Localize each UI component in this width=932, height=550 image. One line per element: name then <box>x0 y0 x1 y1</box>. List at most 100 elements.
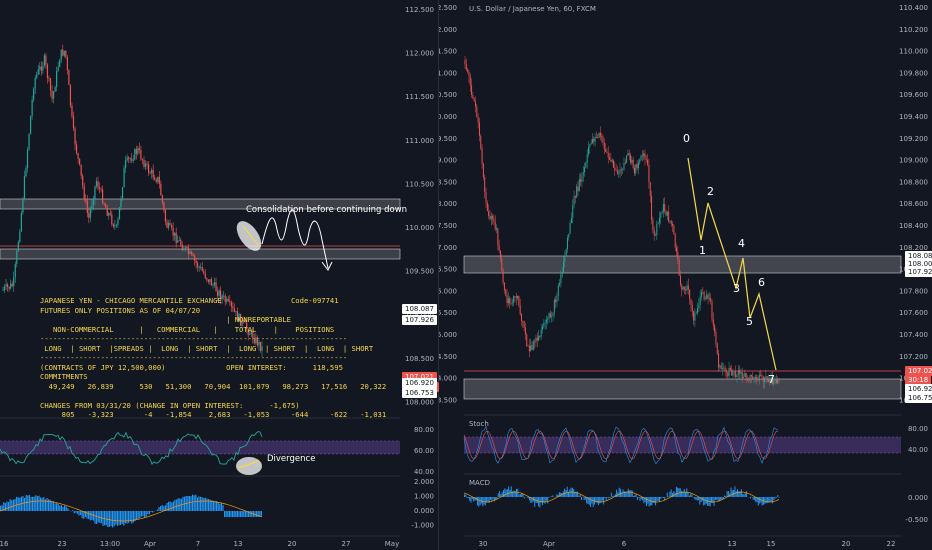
price-axis-label: 107.400 <box>899 331 928 339</box>
candle-body <box>662 203 664 213</box>
candle-body <box>517 295 519 299</box>
candle-body <box>221 296 223 300</box>
macd-bar <box>759 497 761 504</box>
candle-body <box>714 325 716 333</box>
consolidation-marker <box>236 221 262 251</box>
osc-band <box>0 441 400 454</box>
candle-body <box>75 144 78 154</box>
macd-bar <box>738 491 740 497</box>
candle-body <box>106 207 108 216</box>
macd-bar <box>687 492 689 497</box>
macd-bar <box>40 497 42 511</box>
price-tag: 106.920 <box>402 377 437 388</box>
candle-body <box>29 115 32 134</box>
macd-bar <box>656 497 658 502</box>
candle-body <box>612 160 614 168</box>
candle-body <box>774 378 776 381</box>
osc-axis-label: 80.00 <box>414 426 434 434</box>
macd-bar <box>711 497 712 503</box>
candle-body <box>46 64 49 78</box>
macd-bar <box>530 497 532 503</box>
candle-body <box>522 320 524 322</box>
candle-body <box>777 379 779 384</box>
macd-bar <box>73 511 75 514</box>
macd-bar <box>256 511 258 517</box>
candle-body <box>503 282 505 290</box>
left-chart-pane[interactable]: 112.500 112.000 111.500 111.000 110.500 110.0… <box>0 0 440 550</box>
left-chart-canvas[interactable]: 112.500 112.000 111.500 111.000 110.500 110.0… <box>0 0 438 550</box>
macd-bar <box>638 497 640 498</box>
candle-body <box>712 319 714 326</box>
candle-body <box>538 335 540 341</box>
left-axis-label: 104.000 <box>439 375 457 383</box>
price-axis-label: 110.000 <box>405 224 434 232</box>
candle-body <box>753 377 755 380</box>
candle-body <box>641 155 643 157</box>
candle-body <box>249 334 251 336</box>
macd-bar <box>198 496 200 511</box>
candle-body <box>108 213 110 216</box>
candle-body <box>177 240 179 243</box>
candle-body <box>677 251 679 261</box>
price-axis-label: 109.600 <box>899 91 928 99</box>
time-axis-label: 13:00 <box>100 540 120 548</box>
macd-bar <box>534 497 536 507</box>
candle-body <box>501 258 503 271</box>
macd-bar <box>158 507 160 511</box>
divergence-annotation: Divergence <box>267 454 316 464</box>
candle-body <box>233 308 236 312</box>
macd-bar <box>677 487 679 497</box>
candle-body <box>482 163 484 178</box>
macd-bar <box>94 511 96 524</box>
candle-body <box>676 247 678 252</box>
price-tag: 30:18 <box>905 375 932 385</box>
macd-bar <box>521 493 523 497</box>
wave-label: 5 <box>746 315 753 328</box>
macd-bar <box>12 499 14 511</box>
candle-body <box>65 50 67 57</box>
candle-body <box>154 177 156 181</box>
time-axis-label: 23 <box>58 540 67 548</box>
macd-bar <box>764 497 766 504</box>
candle-body <box>164 210 167 222</box>
candle-body <box>697 308 699 313</box>
macd-bar <box>187 496 189 511</box>
candle-body <box>587 147 589 155</box>
right-chart-canvas[interactable]: 112.500 112.000 111.500 111.000 110.500 110.0… <box>439 0 932 550</box>
macd-bar <box>201 497 203 511</box>
candle-body <box>2 289 4 291</box>
candle-body <box>496 228 498 230</box>
candle-body <box>174 232 176 236</box>
price-axis-label: 110.000 <box>899 48 928 56</box>
price-axis-label: 109.400 <box>899 113 928 121</box>
candle-body <box>545 319 547 323</box>
candle-body <box>223 295 225 297</box>
macd-bar <box>765 497 767 504</box>
candle-body <box>702 292 704 294</box>
candle-body <box>539 335 541 337</box>
macd-bar <box>166 503 168 511</box>
candle-body <box>183 249 185 251</box>
macd-bar <box>626 491 628 497</box>
macd-bar <box>506 489 508 497</box>
candle-body <box>766 376 768 382</box>
candle-body <box>98 187 101 190</box>
macd-bar <box>496 497 498 500</box>
right-chart-pane[interactable]: 112.500 112.000 111.500 111.000 110.500 110.0… <box>439 0 932 550</box>
macd-bar <box>657 497 659 501</box>
macd-bar <box>531 497 533 503</box>
macd-bar <box>722 497 724 500</box>
macd-bar <box>734 486 736 497</box>
candle-body <box>476 106 478 118</box>
candle-body <box>694 313 696 321</box>
macd-bar <box>76 511 78 514</box>
candle-body <box>195 260 197 264</box>
macd-bar <box>6 501 8 511</box>
candle-body <box>473 99 475 102</box>
macd-bar <box>777 495 779 497</box>
candle-body <box>626 155 628 163</box>
candle-body <box>636 164 638 169</box>
candle-body <box>710 298 712 302</box>
macd-bar <box>682 491 684 497</box>
candle-body <box>224 295 226 302</box>
